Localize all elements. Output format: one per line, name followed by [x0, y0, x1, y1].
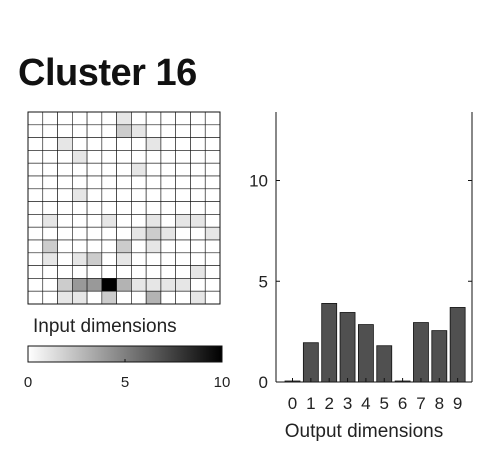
y-tick-label: 5: [259, 272, 268, 291]
bar: [302, 342, 319, 383]
colorbar-tick-label: 0: [24, 374, 32, 391]
x-tick-label: 6: [398, 394, 407, 413]
heatmap-chart: Input dimensions 0 5 10: [24, 111, 231, 391]
x-tick-label: 1: [306, 394, 315, 413]
colorbar-tick-label: 5: [121, 374, 129, 391]
x-tick-label: 4: [361, 394, 370, 413]
x-tick-label: 5: [380, 394, 389, 413]
bar: [357, 324, 374, 383]
bar: [321, 303, 338, 383]
y-tick-label: 0: [259, 373, 268, 392]
bar: [431, 330, 448, 383]
heatmap-frame: [27, 111, 221, 305]
colorbar-tick-label: 10: [214, 374, 231, 391]
x-tick-label: 7: [416, 394, 425, 413]
heatmap-xlabel: Input dimensions: [33, 316, 177, 337]
x-tick-label: 2: [324, 394, 333, 413]
x-tick-label: 3: [343, 394, 352, 413]
bar: [376, 345, 393, 383]
bar: [339, 312, 356, 383]
y-tick-label: 10: [249, 172, 268, 191]
bar: [413, 322, 429, 383]
x-tick-label: 9: [453, 394, 462, 413]
bar: [449, 307, 466, 383]
x-tick-label: 0: [288, 394, 297, 413]
bar-xlabel: Output dimensions: [285, 421, 443, 442]
chart-title: Cluster 16: [18, 52, 197, 94]
x-tick-label: 8: [435, 394, 444, 413]
